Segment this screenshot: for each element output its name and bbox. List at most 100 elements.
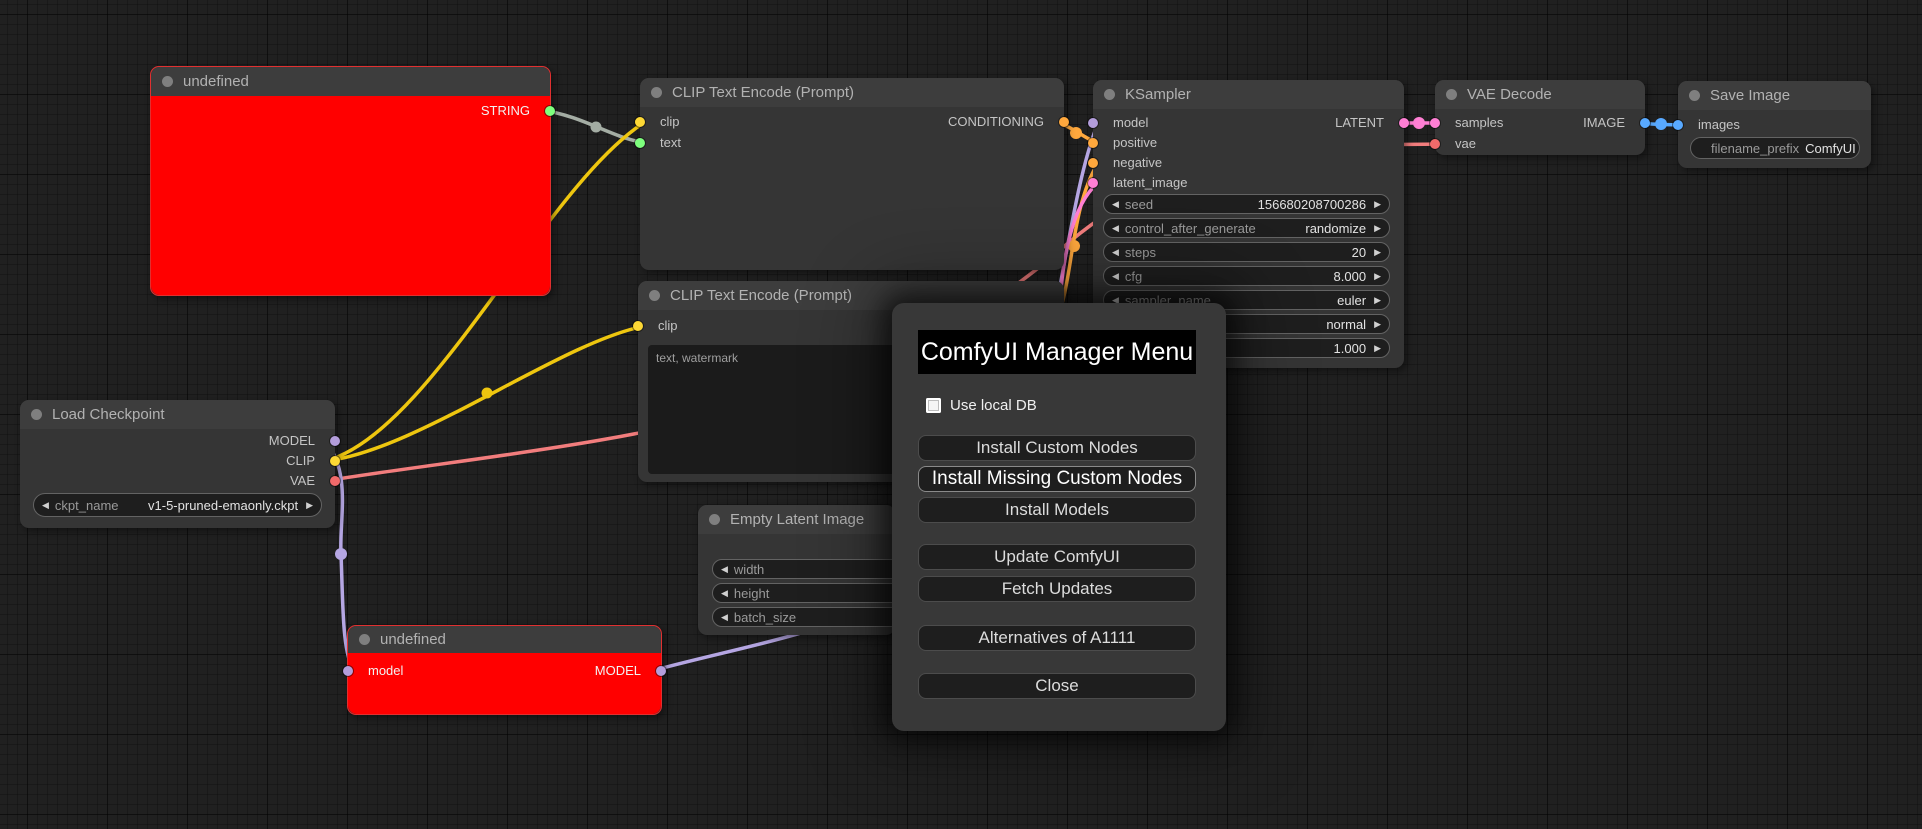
- input-port-positive[interactable]: positive: [1088, 133, 1157, 153]
- output-port-latent[interactable]: LATENT: [1335, 113, 1409, 133]
- increment-arrow-icon[interactable]: ▶: [1374, 222, 1381, 233]
- use-local-db-row[interactable]: Use local DB: [926, 395, 1037, 415]
- node-load-checkpoint[interactable]: Load Checkpoint MODEL CLIP VAE ◀ ckpt_na…: [20, 400, 340, 528]
- update-comfyui-button[interactable]: Update ComfyUI: [918, 544, 1196, 570]
- collapse-dot-icon[interactable]: [649, 290, 660, 301]
- increment-arrow-icon[interactable]: ▶: [1374, 198, 1381, 209]
- input-port-vae[interactable]: vae: [1430, 134, 1476, 154]
- input-port-latent-image[interactable]: latent_image: [1088, 173, 1187, 193]
- node-title-bar[interactable]: Load Checkpoint: [20, 400, 335, 429]
- node-title-bar[interactable]: undefined: [348, 626, 661, 653]
- output-port-model[interactable]: MODEL: [595, 661, 666, 681]
- decrement-arrow-icon[interactable]: ◀: [721, 563, 728, 574]
- input-port-samples[interactable]: samples: [1430, 113, 1503, 133]
- widget-filename-prefix[interactable]: filename_prefix ComfyUI: [1690, 137, 1860, 159]
- decrement-arrow-icon[interactable]: ◀: [1112, 246, 1119, 257]
- collapse-dot-icon[interactable]: [31, 409, 42, 420]
- latent-image-port-dot[interactable]: [1088, 178, 1098, 188]
- node-empty-latent-image[interactable]: Empty Latent Image ◀ width ◀ height ◀ ba…: [698, 505, 912, 635]
- node-vae-decode[interactable]: VAE Decode samples vae IMAGE: [1430, 80, 1650, 155]
- samples-port-dot[interactable]: [1430, 118, 1440, 128]
- input-port-text[interactable]: text: [635, 133, 681, 153]
- output-port-string[interactable]: STRING: [481, 101, 555, 121]
- increment-arrow-icon[interactable]: ▶: [1374, 294, 1381, 305]
- increment-arrow-icon[interactable]: ▶: [1374, 342, 1381, 353]
- close-button[interactable]: Close: [918, 673, 1196, 699]
- node-ksampler[interactable]: KSampler model positive negative latent_…: [1088, 80, 1409, 368]
- model-port-dot[interactable]: [330, 436, 340, 446]
- collapse-dot-icon[interactable]: [1104, 89, 1115, 100]
- latent-port-dot[interactable]: [1399, 118, 1409, 128]
- widget-height[interactable]: ◀ height: [712, 583, 912, 603]
- node-title-bar[interactable]: KSampler: [1093, 80, 1404, 109]
- decrement-arrow-icon[interactable]: ◀: [721, 587, 728, 598]
- negative-port-dot[interactable]: [1088, 158, 1098, 168]
- use-local-db-checkbox[interactable]: [926, 397, 941, 413]
- text-port-dot[interactable]: [635, 138, 645, 148]
- output-port-model[interactable]: MODEL: [269, 431, 340, 451]
- collapse-dot-icon[interactable]: [162, 76, 173, 87]
- input-port-model[interactable]: model: [1088, 113, 1148, 133]
- input-port-clip[interactable]: clip: [633, 316, 678, 336]
- node-undefined-2[interactable]: undefined model MODEL: [343, 625, 666, 715]
- widget-ckpt-name[interactable]: ◀ ckpt_name v1-5-pruned-emaonly.ckpt ▶: [33, 493, 322, 517]
- widget-steps[interactable]: ◀ steps 20 ▶: [1103, 242, 1390, 262]
- output-port-image[interactable]: IMAGE: [1583, 113, 1650, 133]
- vae-port-dot[interactable]: [330, 476, 340, 486]
- clip-port-dot[interactable]: [633, 321, 643, 331]
- alternatives-of-a1111-button[interactable]: Alternatives of A1111: [918, 625, 1196, 651]
- decrement-arrow-icon[interactable]: ◀: [721, 611, 728, 622]
- conditioning-port-dot[interactable]: [1059, 117, 1069, 127]
- image-port-dot[interactable]: [1640, 118, 1650, 128]
- collapse-dot-icon[interactable]: [709, 514, 720, 525]
- decrement-arrow-icon[interactable]: ◀: [1112, 222, 1119, 233]
- collapse-dot-icon[interactable]: [1689, 90, 1700, 101]
- decrement-arrow-icon[interactable]: ◀: [1112, 198, 1119, 209]
- vae-port-dot[interactable]: [1430, 139, 1440, 149]
- collapse-dot-icon[interactable]: [1446, 89, 1457, 100]
- node-title-bar[interactable]: undefined: [151, 67, 550, 96]
- widget-control-after-generate[interactable]: ◀ control_after_generate randomize ▶: [1103, 218, 1390, 238]
- input-port-images[interactable]: images: [1673, 115, 1740, 135]
- output-port-vae[interactable]: VAE: [290, 471, 340, 491]
- node-undefined-1[interactable]: undefined STRING: [150, 66, 555, 296]
- node-title-bar[interactable]: VAE Decode: [1435, 80, 1645, 109]
- widget-batch-size[interactable]: ◀ batch_size: [712, 607, 912, 627]
- widget-cfg[interactable]: ◀ cfg 8.000 ▶: [1103, 266, 1390, 286]
- input-port-model[interactable]: model: [343, 661, 403, 681]
- clip-port-dot[interactable]: [330, 456, 340, 466]
- input-port-clip[interactable]: clip: [635, 112, 680, 132]
- model-port-dot[interactable]: [1088, 118, 1098, 128]
- wire-dot-clip: [481, 387, 493, 399]
- collapse-dot-icon[interactable]: [651, 87, 662, 98]
- input-port-negative[interactable]: negative: [1088, 153, 1162, 173]
- output-port-conditioning[interactable]: CONDITIONING: [948, 112, 1069, 132]
- decrement-arrow-icon[interactable]: ◀: [1112, 294, 1119, 305]
- node-clip-text-encode-1[interactable]: CLIP Text Encode (Prompt) clip text COND…: [635, 78, 1069, 270]
- increment-arrow-icon[interactable]: ▶: [1374, 318, 1381, 329]
- install-missing-custom-nodes-button[interactable]: Install Missing Custom Nodes: [918, 466, 1196, 492]
- model-port-dot[interactable]: [343, 666, 353, 676]
- string-port-dot[interactable]: [545, 106, 555, 116]
- increment-arrow-icon[interactable]: ▶: [1374, 270, 1381, 281]
- output-port-clip[interactable]: CLIP: [286, 451, 340, 471]
- collapse-dot-icon[interactable]: [359, 634, 370, 645]
- node-save-image[interactable]: Save Image images filename_prefix ComfyU…: [1673, 81, 1871, 168]
- node-title-bar[interactable]: Empty Latent Image: [698, 505, 895, 534]
- increment-arrow-icon[interactable]: ▶: [1374, 246, 1381, 257]
- increment-arrow-icon[interactable]: ▶: [306, 499, 313, 510]
- widget-width[interactable]: ◀ width: [712, 559, 912, 579]
- fetch-updates-button[interactable]: Fetch Updates: [918, 576, 1196, 602]
- install-custom-nodes-button[interactable]: Install Custom Nodes: [918, 435, 1196, 461]
- install-models-button[interactable]: Install Models: [918, 497, 1196, 523]
- node-title-bar[interactable]: CLIP Text Encode (Prompt): [640, 78, 1064, 107]
- model-port-dot[interactable]: [656, 666, 666, 676]
- decrement-arrow-icon[interactable]: ◀: [42, 499, 49, 510]
- positive-port-dot[interactable]: [1088, 138, 1098, 148]
- widget-seed[interactable]: ◀ seed 156680208700286 ▶: [1103, 194, 1390, 214]
- images-port-dot[interactable]: [1673, 120, 1683, 130]
- node-title-bar[interactable]: Save Image: [1678, 81, 1871, 110]
- decrement-arrow-icon[interactable]: ◀: [1112, 270, 1119, 281]
- clip-port-dot[interactable]: [635, 117, 645, 127]
